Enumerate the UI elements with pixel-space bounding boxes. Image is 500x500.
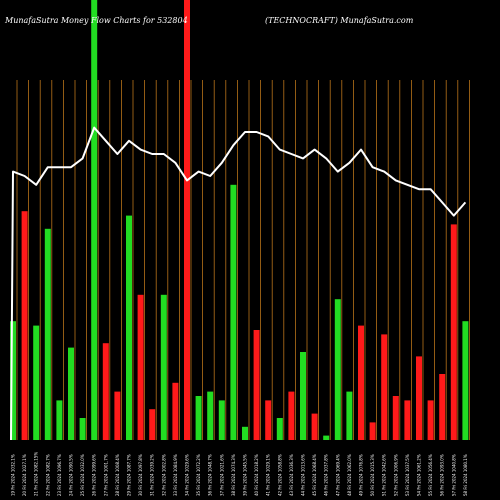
bar xyxy=(207,391,214,440)
chart-title-right: (TECHNOCRAFT) MunafaSutra.com xyxy=(265,16,414,25)
x-tick-label: 47 Fri 2024 1069.4% xyxy=(335,454,340,496)
x-tick-label: 51 Fri 2024 1042.6% xyxy=(382,454,387,496)
bar xyxy=(10,321,16,440)
x-tick-label: 44 Fri 2024 1013.6% xyxy=(301,454,306,496)
x-tick-label: 30 Fri 2024 1097.8% xyxy=(138,454,143,496)
x-tick-label: 20 Fri 2024 1027.1% xyxy=(22,454,27,496)
bar xyxy=(404,400,411,440)
bar xyxy=(450,224,457,440)
bar xyxy=(369,422,376,440)
x-tick-label: 56 Fri 2024 1093.0% xyxy=(440,454,445,496)
x-tick-label: 35 Fri 2024 1072.2% xyxy=(196,454,201,496)
x-tick-label: 26 Fri 2024 1099.6% xyxy=(92,454,97,496)
bar xyxy=(346,391,353,440)
bar xyxy=(149,409,156,440)
x-tick-label: 53 Fri 2024 1037.5% xyxy=(405,454,410,496)
x-tick-labels: 19 Fri 2024 1032.1% 20 Fri 2024 1027.1% 21… xyxy=(11,452,468,496)
x-tick-label: 57 Fri 2024 1040.8% xyxy=(451,454,456,496)
line-series xyxy=(10,126,467,441)
chart-title-left: MunafaSutra Money Flow Charts for 532804 xyxy=(4,16,188,25)
x-tick-label: 31 Fri 2024 1039.2% xyxy=(150,454,155,496)
bar xyxy=(91,0,98,440)
bar xyxy=(21,211,28,440)
x-tick-label: 55 Fri 2024 1056.4% xyxy=(428,454,433,496)
bar xyxy=(160,294,167,440)
x-tick-label: 46 Fri 2024 1037.8% xyxy=(324,454,329,496)
bar xyxy=(288,391,295,440)
bar-series xyxy=(10,0,469,440)
x-tick-label: 40 Fri 2024 1018.2% xyxy=(254,454,259,496)
bar xyxy=(195,396,202,440)
grid-lines xyxy=(16,80,470,440)
bar xyxy=(218,400,225,440)
bar xyxy=(102,343,109,440)
bar xyxy=(311,413,318,440)
x-tick-label: 39 Fri 2024 1045.5% xyxy=(243,454,248,496)
x-tick-label: 29 Fri 2024 1087.7% xyxy=(127,454,132,496)
bar xyxy=(439,374,446,440)
bar xyxy=(230,184,237,440)
bar xyxy=(33,325,40,440)
x-tick-label: 58 Fri 2024 1080.1% xyxy=(463,454,468,496)
x-tick-label: 43 Fri 2024 1036.3% xyxy=(289,454,294,496)
bar xyxy=(137,294,144,440)
bar xyxy=(265,400,272,440)
bar xyxy=(114,391,121,440)
bar xyxy=(184,0,190,440)
bar xyxy=(172,382,179,440)
x-tick-label: 45 Fri 2024 1068.4% xyxy=(312,454,317,496)
bar xyxy=(68,347,74,440)
x-tick-label: 25 Fri 2024 1032.0% xyxy=(80,454,85,496)
bar xyxy=(242,426,248,440)
x-tick-label: 42 Fri 2024 1058.8% xyxy=(277,454,282,496)
bar xyxy=(253,330,260,440)
x-tick-label: 37 Fri 2024 1021.6% xyxy=(219,454,224,496)
bar xyxy=(427,400,434,440)
x-tick-label: 52 Fri 2024 1006.9% xyxy=(393,454,398,496)
bar xyxy=(56,400,63,440)
x-tick-label: 28 Fri 2024 1008.4% xyxy=(115,454,120,496)
bar xyxy=(300,352,306,440)
bar xyxy=(44,228,51,440)
bar xyxy=(276,418,283,440)
x-tick-label: 41 Fri 2024 1029.1% xyxy=(266,454,271,496)
money-flow-line xyxy=(10,126,467,441)
bar xyxy=(392,396,399,440)
x-tick-label: 36 Fri 2024 1048.7% xyxy=(208,454,213,496)
x-tick-label: 21 Fri 2024 1082.15% xyxy=(34,452,39,496)
x-tick-label: 22 Fri 2024 1082.7% xyxy=(45,454,50,496)
bar xyxy=(323,435,330,440)
bar xyxy=(79,418,86,440)
x-tick-label: 50 Fri 2024 1015.3% xyxy=(370,454,375,496)
bar xyxy=(462,321,469,440)
x-tick-label: 34 Fri 2024 1029.6% xyxy=(185,454,190,496)
x-tick-label: 23 Fri 2024 1096.7% xyxy=(57,454,62,496)
x-tick-label: 54 Fri 2024 1061.2% xyxy=(417,454,422,496)
x-tick-label: 49 Fri 2024 1076.8% xyxy=(359,454,364,496)
x-tick-label: 19 Fri 2024 1032.1% xyxy=(11,454,16,496)
x-tick-label: 48 Fri 2024 1062.0% xyxy=(347,454,352,496)
x-tick-label: 33 Fri 2024 1084.9% xyxy=(173,454,178,496)
x-tick-label: 27 Fri 2024 1001.7% xyxy=(103,454,108,496)
x-tick-label: 32 Fri 2024 1002.8% xyxy=(161,454,166,496)
bar xyxy=(416,356,422,440)
bar xyxy=(381,334,388,440)
bar xyxy=(334,299,341,440)
bar xyxy=(126,215,132,440)
x-tick-label: 24 Fri 2024 1090.5% xyxy=(69,454,74,496)
bar xyxy=(358,325,364,440)
x-tick-label: 38 Fri 2024 1074.3% xyxy=(231,454,236,496)
